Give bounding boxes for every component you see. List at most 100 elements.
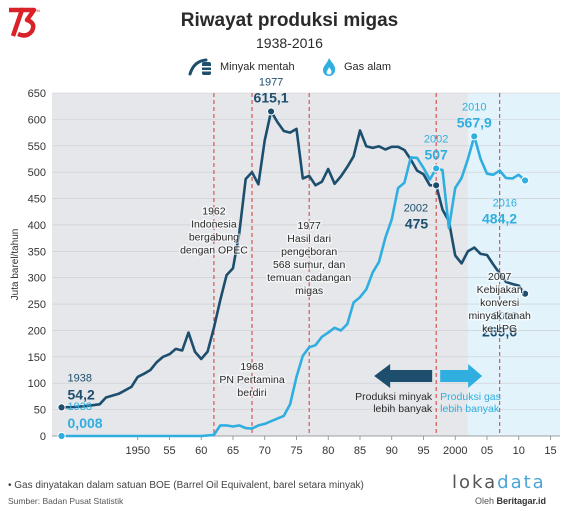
annotation-text: migas <box>295 285 323 297</box>
data-label-year: 2016 <box>493 311 517 323</box>
y-tick-label: 100 <box>28 378 46 390</box>
data-point <box>520 176 530 185</box>
73-logo-icon: TM <box>9 7 40 38</box>
data-point <box>520 289 530 298</box>
x-tick-label: 70 <box>259 445 271 457</box>
annotation-text: berdiri <box>237 387 266 399</box>
oil-barrel-icon <box>188 58 211 76</box>
x-tick-label: 60 <box>195 445 207 457</box>
y-tick-label: 600 <box>28 114 46 126</box>
x-tick-label: 85 <box>354 445 366 457</box>
annotation-text: PN Pertamina <box>219 374 285 386</box>
y-tick-label: 400 <box>28 220 46 232</box>
x-tick-label: 55 <box>163 445 175 457</box>
data-point <box>432 164 441 173</box>
arrow-right <box>440 364 483 388</box>
data-point <box>266 107 276 116</box>
arrow-right-label: lebih banyak <box>440 403 500 415</box>
byline: Oleh Beritagar.id <box>475 496 546 506</box>
x-tick-label: 90 <box>386 445 398 457</box>
brand-part-2: data <box>497 472 546 493</box>
series-line <box>61 110 527 409</box>
x-tick-label: 1950 <box>125 445 149 457</box>
x-tick-label: 95 <box>417 445 429 457</box>
svg-text:TM: TM <box>34 8 40 13</box>
y-tick-label: 450 <box>28 194 46 206</box>
legend-oil: Minyak mentah <box>188 57 295 77</box>
data-label-value: 567,9 <box>457 114 492 130</box>
lokadata-logo: lokadata <box>452 472 546 493</box>
y-tick-label: 200 <box>28 325 46 337</box>
annotation-text: dengan OPEC <box>180 244 248 256</box>
flame-icon <box>323 58 336 76</box>
y-tick-label: 650 <box>28 88 46 100</box>
shaded-region <box>467 93 560 436</box>
annotation-text: ke LPG <box>482 323 517 335</box>
series-line <box>61 135 526 438</box>
data-label-year: 2002 <box>424 133 448 145</box>
chart-subtitle: 1938-2016 <box>256 35 323 51</box>
annotation-text: 1977 <box>297 220 321 232</box>
legend-oil-label: Minyak mentah <box>220 61 295 73</box>
data-label-year: 2016 <box>493 197 517 209</box>
data-label-year: 2010 <box>462 101 486 113</box>
data-point <box>470 132 479 141</box>
annotation-text: Hasil dari <box>287 233 331 245</box>
data-label-year: 2002 <box>404 202 428 214</box>
annotation-text: konversi <box>480 297 519 309</box>
byline-prefix: Oleh <box>475 496 497 506</box>
annotation-text: 1968 <box>240 361 264 373</box>
source-note: Sumber: Badan Pusat Statistik <box>8 496 124 506</box>
y-tick-label: 350 <box>28 246 46 258</box>
y-tick-label: 0 <box>40 431 46 443</box>
annotation-text: pengeboran <box>281 246 337 258</box>
data-label-year: 1977 <box>259 76 283 88</box>
data-point <box>57 431 66 441</box>
y-tick-label: 500 <box>28 167 46 179</box>
y-tick-label: 250 <box>28 299 46 311</box>
y-tick-label: 300 <box>28 273 46 285</box>
annotation-text: Kebijakan <box>477 284 523 296</box>
data-label-value: 269,6 <box>482 324 517 340</box>
arrow-right-label: Produksi gas <box>440 391 501 403</box>
data-label-year: 1938 <box>68 401 92 413</box>
legend-gas-label: Gas alam <box>344 61 392 73</box>
x-tick-label: 75 <box>290 445 302 457</box>
arrow-left-label: lebih banyak <box>373 403 433 415</box>
byline-name: Beritagar.id <box>496 496 547 506</box>
x-tick-label: 15 <box>544 445 556 457</box>
annotation-text: minyak tanah <box>468 310 531 322</box>
data-label-value: 54,2 <box>68 386 95 402</box>
data-point <box>57 403 66 412</box>
chart-title: Riwayat produksi migas <box>180 10 399 31</box>
arrow-left <box>374 364 433 388</box>
annotation-text: 568 sumur, dan <box>273 259 346 271</box>
y-tick-label: 150 <box>28 352 46 364</box>
annotation-text: temuan cadangan <box>267 272 351 284</box>
arrow-left-label: Produksi minyak <box>355 391 433 403</box>
annotation-text: 1962 <box>202 205 226 217</box>
y-axis-label: Juta barel/tahun <box>10 229 21 301</box>
footnote: • Gas dinyatakan dalam satuan BOE (Barre… <box>8 480 364 491</box>
data-label-value: 0,008 <box>68 415 103 431</box>
annotation-text: 2007 <box>488 271 512 283</box>
annotation-text: bergabung <box>189 231 239 243</box>
data-point <box>432 181 441 190</box>
data-label-value: 507 <box>424 146 448 162</box>
x-tick-label: 05 <box>481 445 493 457</box>
data-label-value: 615,1 <box>254 89 289 105</box>
x-tick-label: 10 <box>513 445 525 457</box>
y-tick-label: 50 <box>34 405 46 417</box>
annotation-text: Indonesia <box>191 218 237 230</box>
data-label-year: 1938 <box>68 372 92 384</box>
x-tick-label: 65 <box>227 445 239 457</box>
data-label-value: 475 <box>405 215 429 231</box>
x-tick-label: 2000 <box>443 445 467 457</box>
brand-part-1: loka <box>452 472 498 493</box>
legend-gas: Gas alam <box>320 57 391 77</box>
logo: TM <box>6 6 40 45</box>
y-tick-label: 550 <box>28 141 46 153</box>
data-label-value: 484,2 <box>482 210 517 226</box>
x-tick-label: 80 <box>322 445 334 457</box>
